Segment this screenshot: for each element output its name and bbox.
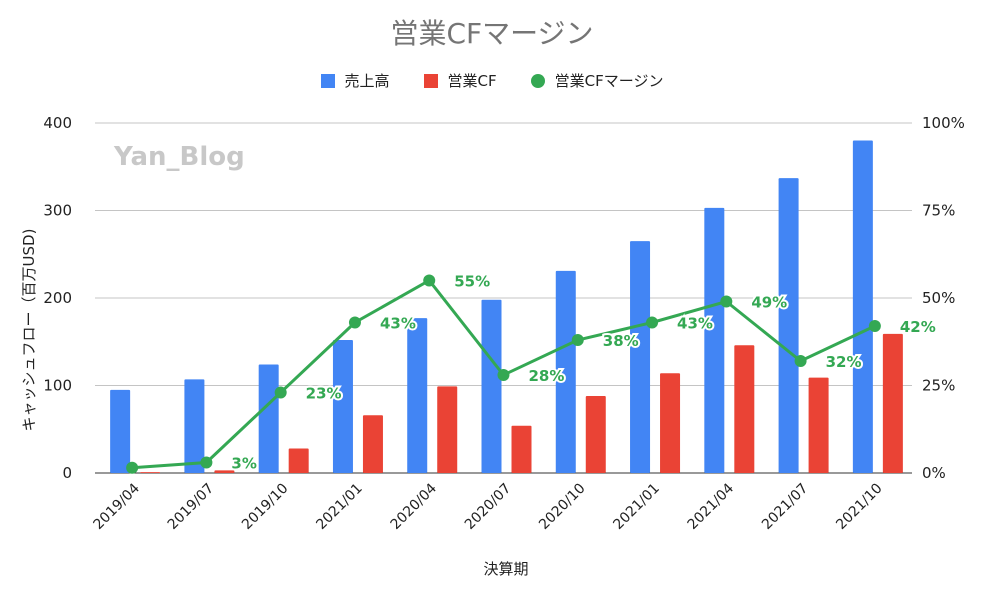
bar-revenue — [630, 241, 651, 473]
margin-data-label: 23% — [306, 385, 342, 403]
bar-revenue — [332, 340, 353, 473]
legend-swatch-cf-margin — [530, 73, 545, 88]
bar-operating-cf — [585, 396, 606, 473]
y2-tick-label: 100% — [922, 114, 965, 132]
x-tick-label: 2021/04 — [685, 480, 738, 533]
y-axis-label: キャッシュフロー（百万USD) — [20, 229, 38, 432]
y2-tick-label: 25% — [922, 377, 955, 395]
x-tick-label: 2019/07 — [165, 481, 217, 533]
y-tick-label: 100 — [43, 377, 72, 395]
margin-data-label: 49% — [751, 294, 787, 312]
legend-swatch-revenue — [320, 73, 335, 88]
chart-title: 営業CFマージン — [390, 17, 594, 50]
x-tick-label: 2021/07 — [759, 481, 811, 533]
margin-data-label: 28% — [529, 367, 565, 385]
margin-point — [348, 316, 361, 329]
x-tick-label: 2021/01 — [313, 481, 365, 533]
x-axis-ticks: 2019/04 2019/07 2019/10 2021/01 2020/04 2020/… — [91, 480, 886, 533]
x-tick-label: 2021/01 — [610, 481, 662, 533]
margin-point — [868, 320, 881, 332]
margin-point — [720, 295, 733, 308]
bar-operating-cf — [140, 472, 161, 473]
bar-operating-cf — [734, 345, 755, 473]
y-tick-label: 400 — [43, 114, 72, 132]
legend-swatch-operating-cf — [423, 73, 438, 88]
bar-operating-cf — [437, 386, 458, 473]
margin-point — [571, 334, 584, 346]
bar-operating-cf — [288, 448, 309, 473]
margin-point — [497, 369, 510, 381]
watermark: Yan_Blog — [113, 142, 245, 172]
bar-operating-cf — [808, 377, 829, 473]
legend-item-cf-margin[interactable]: 営業CFマージン — [530, 70, 664, 91]
legend-label-cf-margin: 営業CFマージン — [554, 72, 664, 90]
margin-line: 3% 23% 43% 55% 28% 38% 43% 49% 32% 42% — [126, 271, 938, 475]
bar-revenue — [481, 299, 502, 473]
y-tick-label: 0 — [62, 464, 72, 482]
bar-revenue — [110, 389, 131, 473]
bar-operating-cf — [362, 415, 383, 473]
y2-tick-label: 0% — [922, 464, 946, 482]
legend: 売上高 営業CF 営業CFマージン — [0, 70, 984, 91]
y2-tick-label: 50% — [922, 289, 955, 307]
legend-label-revenue: 売上高 — [344, 72, 390, 90]
margin-data-label: 32% — [826, 353, 862, 371]
bar-revenue — [407, 318, 428, 473]
margin-point — [126, 461, 139, 474]
bar-revenue — [778, 178, 799, 473]
margin-point — [646, 316, 659, 329]
bar-operating-cf — [511, 425, 532, 473]
x-tick-label: 2019/04 — [91, 480, 144, 533]
bar-operating-cf — [660, 373, 681, 473]
x-tick-label: 2021/10 — [833, 481, 885, 533]
x-tick-label: 2019/10 — [239, 481, 291, 533]
legend-label-operating-cf: 営業CF — [447, 72, 497, 90]
margin-point — [423, 274, 436, 287]
margin-data-label: 43% — [380, 315, 416, 333]
bar-revenue — [258, 364, 279, 473]
margin-data-label: 38% — [603, 332, 639, 350]
margin-data-label: 43% — [677, 315, 713, 333]
legend-item-operating-cf[interactable]: 営業CF — [423, 70, 497, 91]
x-axis-label: 決算期 — [483, 560, 528, 578]
y2-tick-label: 75% — [922, 202, 955, 220]
margin-point — [794, 355, 807, 367]
margin-data-label: 55% — [454, 273, 490, 291]
x-tick-label: 2020/04 — [388, 480, 441, 533]
margin-point — [200, 456, 213, 469]
y-tick-label: 200 — [43, 289, 72, 307]
bar-revenue — [704, 207, 725, 473]
bar-operating-cf — [214, 470, 235, 473]
y-tick-label: 300 — [43, 202, 72, 220]
y-axis-ticks: 0 100 200 300 400 — [43, 114, 72, 482]
bar-operating-cf — [882, 333, 903, 473]
y2-axis-ticks: 0% 25% 50% 75% 100% — [922, 114, 965, 482]
x-tick-label: 2020/07 — [462, 481, 514, 533]
margin-point — [274, 386, 287, 399]
bars — [110, 140, 903, 473]
margin-data-label: 3% — [231, 455, 256, 473]
bar-revenue — [184, 379, 205, 473]
bar-revenue — [852, 140, 873, 473]
bar-revenue — [555, 270, 576, 473]
margin-data-label: 42% — [900, 318, 936, 336]
legend-item-revenue[interactable]: 売上高 — [320, 70, 390, 91]
x-tick-label: 2020/10 — [536, 481, 588, 533]
